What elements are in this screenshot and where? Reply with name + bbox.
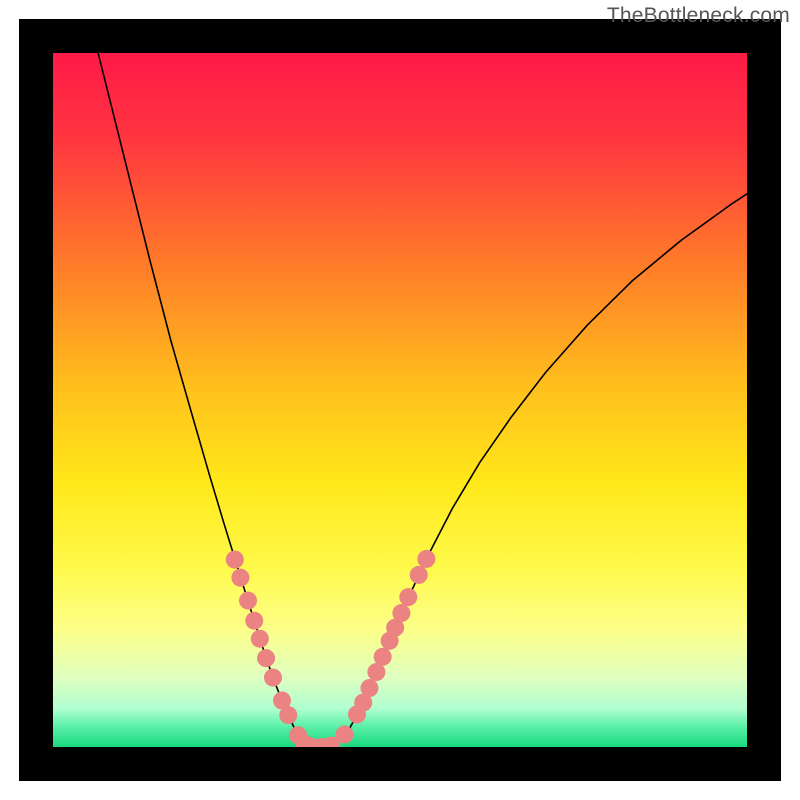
bottleneck-chart-svg: [0, 0, 800, 800]
curve-marker: [231, 569, 249, 587]
chart-container: TheBottleneck.com: [0, 0, 800, 800]
curve-marker: [374, 648, 392, 666]
curve-marker: [360, 679, 378, 697]
curve-marker: [245, 612, 263, 630]
curve-marker: [399, 588, 417, 606]
curve-marker: [264, 669, 282, 687]
curve-marker: [417, 550, 435, 568]
curve-marker: [410, 566, 428, 584]
curve-marker: [251, 630, 269, 648]
curve-marker: [392, 604, 410, 622]
plot-background-gradient: [53, 53, 747, 747]
curve-marker: [279, 706, 297, 724]
curve-marker: [257, 649, 275, 667]
watermark-text: TheBottleneck.com: [607, 4, 790, 28]
curve-marker: [239, 592, 257, 610]
curve-marker: [226, 551, 244, 569]
curve-marker: [335, 726, 353, 744]
